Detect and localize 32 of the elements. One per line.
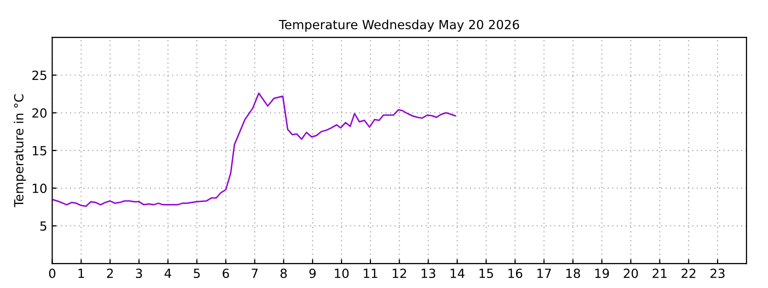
y-tick-label: 20 [32, 108, 47, 118]
x-tick-label: 17 [537, 268, 551, 278]
x-tick-label: 22 [682, 268, 696, 278]
x-tick-label: 9 [309, 268, 316, 278]
y-tick-label: 5 [40, 221, 46, 231]
x-tick-label: 14 [450, 268, 464, 278]
x-tick-label: 19 [595, 268, 609, 278]
x-tick-label: 23 [710, 268, 725, 278]
x-tick-label: 2 [107, 268, 113, 278]
y-tick-label: 10 [32, 184, 47, 194]
x-tick-label: 1 [78, 268, 84, 278]
x-tick-label: 0 [49, 268, 56, 278]
y-tick-label: 25 [32, 70, 46, 80]
x-tick-label: 5 [194, 268, 200, 278]
y-axis-title: Temperature in °C [14, 94, 26, 208]
x-tick-label: 12 [392, 268, 406, 278]
x-tick-label: 20 [624, 268, 638, 278]
x-tick-label: 18 [566, 268, 580, 278]
x-tick-label: 13 [422, 268, 436, 278]
chart-title: Temperature Wednesday May 20 2026 [278, 20, 520, 32]
x-tick-label: 10 [334, 268, 349, 278]
x-tick-label: 15 [480, 268, 494, 278]
x-tick-label: 21 [652, 268, 667, 278]
y-tick-label: 15 [32, 146, 46, 156]
line-series [52, 92, 456, 207]
x-tick-label: 7 [252, 268, 258, 278]
x-tick-label: 11 [364, 268, 378, 278]
x-tick-label: 6 [222, 268, 229, 278]
x-tick-label: 4 [164, 268, 172, 278]
x-tick-label: 8 [280, 268, 287, 278]
x-tick-label: 3 [136, 268, 142, 278]
x-tick-label: 16 [508, 268, 522, 278]
